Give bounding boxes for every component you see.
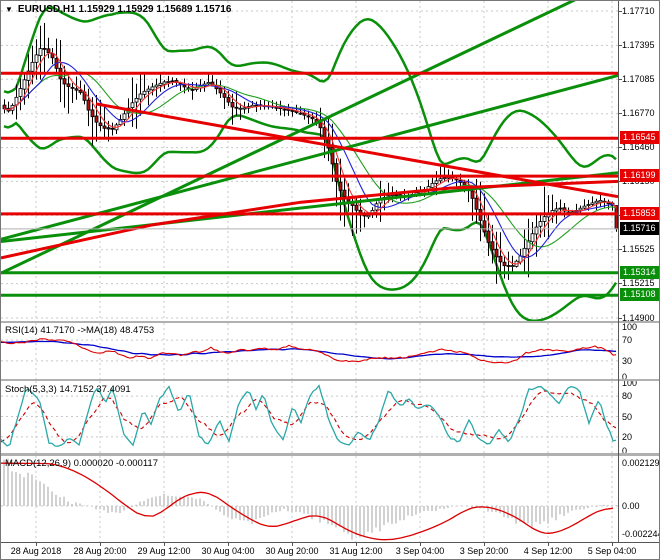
stoch-scale-label: 0 xyxy=(622,445,628,456)
time-axis-label: 3 Sep 04:00 xyxy=(395,546,445,556)
price-axis-tick xyxy=(618,147,622,149)
time-axis-tick xyxy=(228,542,229,546)
stoch-scale-label: 100 xyxy=(622,378,638,388)
time-axis-label: 31 Aug 12:00 xyxy=(329,546,383,556)
time-axis-tick xyxy=(484,542,485,546)
rsi-scale-label: 0 xyxy=(622,371,628,382)
price-grid-label: 1.17395 xyxy=(622,39,655,50)
stoch-plot[interactable] xyxy=(1,381,618,453)
price-grid-label: 1.14900 xyxy=(622,312,655,323)
chart-title: EURUSD,H1 1.15929 1.15929 1.15689 1.1571… xyxy=(17,4,232,15)
rsi-plot[interactable] xyxy=(1,323,618,379)
price-axis-tick xyxy=(618,317,622,319)
time-axis-tick xyxy=(100,542,101,546)
rsi-scale-label: 30 xyxy=(622,355,633,366)
stoch-panel[interactable] xyxy=(1,381,618,453)
time-axis-tick xyxy=(36,542,37,546)
time-axis-label: 4 Sep 12:00 xyxy=(523,546,573,556)
price-axis-tick xyxy=(618,283,622,285)
time-axis-label: 28 Aug 2018 xyxy=(10,546,62,556)
price-level-badge: 1.15108 xyxy=(620,288,659,302)
macd-plot[interactable] xyxy=(1,456,618,542)
price-grid-label: 1.16460 xyxy=(622,142,655,153)
macd-scale-label: 0.00 xyxy=(622,501,640,511)
rsi-scale-label: 70 xyxy=(622,335,633,346)
time-axis-label: 30 Aug 04:00 xyxy=(201,546,255,556)
price-level-badge: 1.16545 xyxy=(620,131,659,145)
rsi-label: RSI(14) 41.7170 ->MA(18) 48.4753 xyxy=(5,325,155,336)
price-level-badge: 1.15314 xyxy=(620,265,659,279)
panel-separator[interactable] xyxy=(1,379,659,381)
macd-scale-label: -0.002244 xyxy=(622,529,660,539)
price-axis-tick xyxy=(618,44,622,46)
current-price-badge: 1.15716 xyxy=(620,221,659,235)
time-axis-tick xyxy=(356,542,357,546)
time-axis-tick xyxy=(292,542,293,546)
price-axis-tick xyxy=(618,249,622,251)
time-axis-line[interactable] xyxy=(1,542,659,543)
time-axis-label: 28 Aug 20:00 xyxy=(73,546,127,556)
price-axis-tick xyxy=(618,78,622,80)
stoch-scale-label: 20 xyxy=(622,431,633,442)
macd-panel[interactable] xyxy=(1,456,618,542)
price-grid-label: 1.15525 xyxy=(622,244,655,255)
price-grid-label: 1.17085 xyxy=(622,73,655,84)
time-axis-label: 30 Aug 20:00 xyxy=(265,546,319,556)
price-level-badge: 1.16199 xyxy=(620,169,659,183)
price-level-badge: 1.15853 xyxy=(620,206,659,220)
macd-label: MACD(12,26,9) 0.000020 -0.000117 xyxy=(5,458,158,469)
chart-title-bar: ▼ EURUSD,H1 1.15929 1.15929 1.15689 1.15… xyxy=(5,4,231,15)
time-axis-tick xyxy=(612,542,613,546)
panel-separator[interactable] xyxy=(1,453,659,456)
stoch-label: Stoch(5,3,3) 14.7152 37.4091 xyxy=(5,384,131,395)
price-axis-tick xyxy=(618,10,622,12)
time-axis-tick xyxy=(164,542,165,546)
main-chart-plot[interactable] xyxy=(1,1,618,323)
time-axis-label: 3 Sep 20:00 xyxy=(459,546,509,556)
time-axis-label: 5 Sep 04:00 xyxy=(587,546,637,556)
panel-separator[interactable] xyxy=(1,321,659,323)
price-axis-tick xyxy=(618,113,622,115)
price-grid-label: 1.15215 xyxy=(622,278,655,289)
time-axis-tick xyxy=(548,542,549,546)
main-price-panel[interactable] xyxy=(1,1,618,323)
price-grid-label: 1.17710 xyxy=(622,5,655,16)
price-grid-label: 1.16770 xyxy=(622,108,655,119)
symbol-dropdown-icon[interactable]: ▼ xyxy=(5,4,13,14)
macd-scale-label: 0.002129 xyxy=(622,457,660,468)
time-axis-tick xyxy=(420,542,421,546)
stoch-scale-label: 80 xyxy=(622,391,633,402)
stoch-scale-label: 50 xyxy=(622,411,633,422)
rsi-panel[interactable] xyxy=(1,323,618,379)
price-axis-line[interactable] xyxy=(618,1,619,542)
rsi-scale-label: 100 xyxy=(622,322,638,332)
time-axis-label: 29 Aug 12:00 xyxy=(137,546,191,556)
